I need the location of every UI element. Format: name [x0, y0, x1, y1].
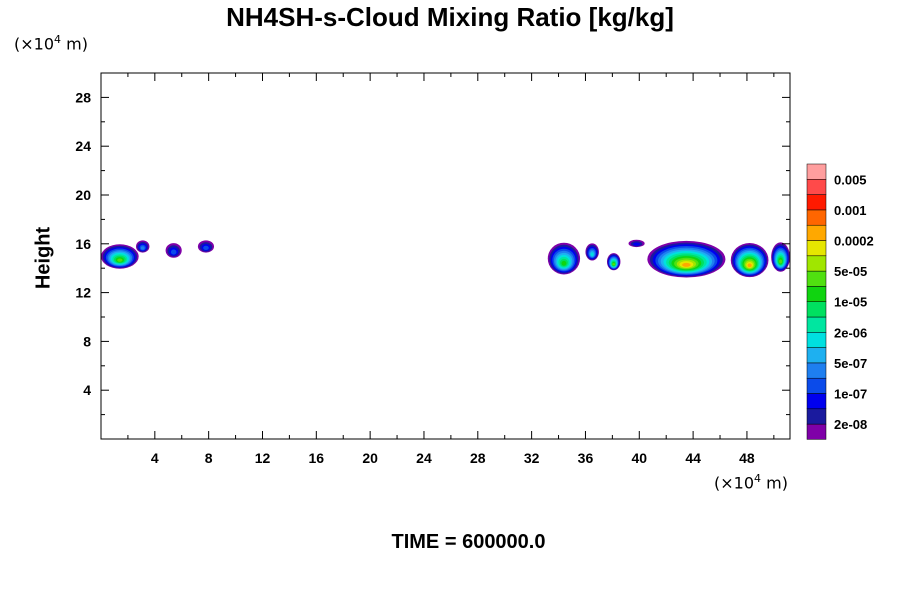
colorbar-swatch — [806, 240, 827, 257]
colorbar-swatch — [806, 332, 827, 348]
colorbar-swatch — [806, 179, 827, 195]
colorbar-swatch — [806, 408, 827, 425]
colorbar-label: 5e-07 — [834, 356, 867, 371]
colorbar-swatch — [806, 316, 827, 333]
x-tick-label: 40 — [631, 450, 647, 466]
x-tick-label: 28 — [470, 450, 486, 466]
cloud-patch — [585, 243, 599, 261]
contour-level — [561, 260, 567, 266]
contour-level — [633, 242, 641, 246]
colorbar-swatch — [806, 209, 827, 226]
colorbar-label: 5e-05 — [834, 264, 867, 279]
cloud-patch — [647, 240, 726, 278]
colorbar-swatch — [806, 362, 827, 379]
cloud-patch — [606, 253, 621, 271]
contour-level — [590, 252, 594, 257]
x-tick-label: 24 — [416, 450, 432, 466]
x-tick-label: 36 — [578, 450, 594, 466]
x-tick-label: 8 — [205, 450, 213, 466]
colorbar-swatch — [806, 255, 827, 272]
colorbar-swatch — [806, 347, 827, 364]
plot-frame — [100, 72, 791, 440]
time-label: TIME = 600000.0 — [391, 531, 546, 553]
colorbar-swatch — [806, 377, 827, 394]
contour-level — [117, 258, 123, 262]
x-tick-label: 16 — [309, 450, 325, 466]
colorbar-swatch — [806, 286, 827, 302]
x-tick-label: 4 — [151, 450, 159, 466]
y-axis-unit: (×104 m) — [14, 33, 88, 54]
contour-level — [140, 246, 145, 250]
contour-level — [612, 263, 616, 266]
colorbar-swatch — [806, 224, 827, 241]
cloud-patch — [771, 242, 790, 272]
y-tick-label: 16 — [75, 236, 91, 252]
y-tick-label: 24 — [75, 138, 91, 154]
cloud-patch — [628, 239, 645, 248]
cloud-patch — [135, 240, 150, 253]
colorbar-swatch — [806, 270, 827, 287]
colorbar-label: 1e-05 — [834, 295, 867, 310]
contour-level — [779, 259, 783, 264]
colorbar-swatch — [806, 393, 827, 410]
cloud-field — [101, 239, 790, 278]
colorbar-swatch — [806, 163, 827, 180]
colorbar-label: 2e-06 — [834, 325, 867, 340]
y-tick-label: 4 — [83, 382, 91, 398]
x-tick-label: 32 — [524, 450, 540, 466]
x-tick-label: 44 — [685, 450, 701, 466]
x-tick-label: 12 — [255, 450, 271, 466]
colorbar-swatch — [806, 423, 827, 440]
cloud-patch — [165, 243, 182, 258]
chart-title: NH4SH-s-Cloud Mixing Ratio [kg/kg] — [226, 2, 674, 32]
colorbar-swatch — [806, 301, 827, 318]
y-tick-label: 20 — [75, 187, 91, 203]
x-tick-label: 48 — [739, 450, 755, 466]
contour-level — [682, 262, 691, 267]
contour-level — [747, 263, 752, 268]
y-tick-label: 12 — [75, 285, 91, 301]
colorbar-label: 2e-08 — [834, 417, 867, 432]
cloud-patch — [547, 242, 581, 275]
cloud-patch — [197, 240, 215, 253]
x-tick-label: 20 — [362, 450, 378, 466]
colorbar-label: 0.0002 — [834, 234, 874, 249]
cloud-patch — [730, 243, 769, 278]
colorbar-label: 0.001 — [834, 203, 867, 218]
x-axis-unit: (×104 m) — [714, 472, 788, 493]
cloud-patch — [101, 244, 139, 269]
y-tick-label: 28 — [75, 89, 91, 105]
colorbar: 2e-08 1e-07 5e-07 2e-06 1e-05 5e-05 0.0002 0.00… — [806, 163, 874, 440]
colorbar-swatch — [806, 194, 827, 211]
colorbar-label: 0.005 — [834, 172, 867, 187]
contour-level — [203, 245, 209, 250]
colorbar-label: 1e-07 — [834, 387, 867, 402]
y-tick-label: 8 — [83, 333, 91, 349]
contour-level — [170, 249, 177, 255]
